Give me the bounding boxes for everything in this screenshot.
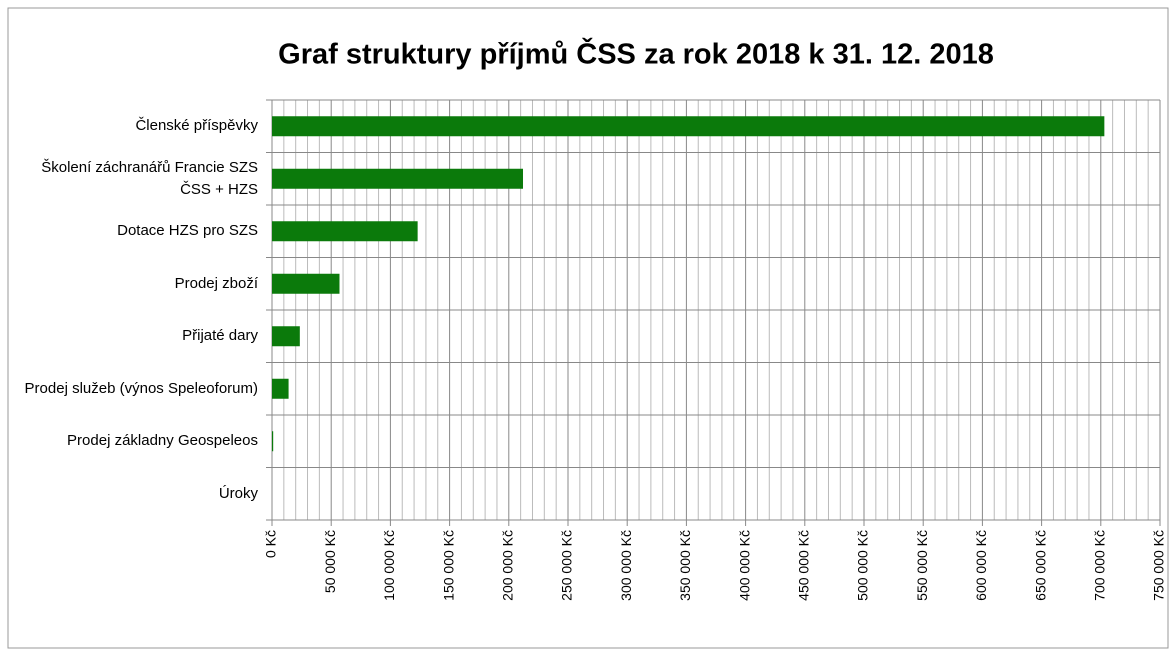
y-tick-label: Prodej zboží: [174, 274, 258, 292]
bar: [272, 326, 300, 347]
bar: [272, 378, 289, 399]
bar: [272, 116, 1105, 137]
y-tick-label: Prodej základny Geospeleos: [67, 432, 258, 450]
y-tick-label: Členské příspěvky: [135, 117, 258, 135]
bar: [272, 221, 418, 242]
x-tick-label: 50 000 Kč: [322, 530, 338, 593]
x-tick-label: 700 000 Kč: [1092, 530, 1108, 601]
x-tick-label: 650 000 Kč: [1032, 530, 1048, 601]
y-tick-label: Úroky: [218, 484, 258, 502]
x-tick-label: 200 000 Kč: [500, 530, 516, 601]
x-tick-label: 350 000 Kč: [677, 530, 693, 601]
x-tick-label: 150 000 Kč: [440, 530, 456, 601]
bar: [272, 273, 340, 294]
x-tick-label: 400 000 Kč: [736, 530, 752, 601]
x-tick-label: 550 000 Kč: [914, 530, 930, 601]
bar: [272, 431, 274, 452]
y-tick-label: Dotace HZS pro SZS: [117, 222, 258, 240]
y-tick-label: Přijaté dary: [182, 327, 258, 345]
x-tick-label: 300 000 Kč: [618, 530, 634, 601]
x-tick-label: 600 000 Kč: [973, 530, 989, 601]
x-tick-label: 500 000 Kč: [855, 530, 871, 601]
x-tick-label: 750 000 Kč: [1151, 530, 1167, 601]
x-tick-label: 250 000 Kč: [559, 530, 575, 601]
frame: [7, 7, 1169, 649]
x-tick-label: 0 Kč: [263, 530, 279, 558]
y-tick-label: Školení záchranářů Francie SZS ČSS + HZS: [41, 158, 258, 198]
y-tick-label: Prodej služeb (výnos Speleoforum): [24, 379, 258, 397]
chart-title: Graf struktury příjmů ČSS za rok 2018 k …: [278, 37, 994, 71]
x-tick-label: 450 000 Kč: [796, 530, 812, 601]
bar: [272, 168, 524, 189]
x-tick-label: 100 000 Kč: [381, 530, 397, 601]
